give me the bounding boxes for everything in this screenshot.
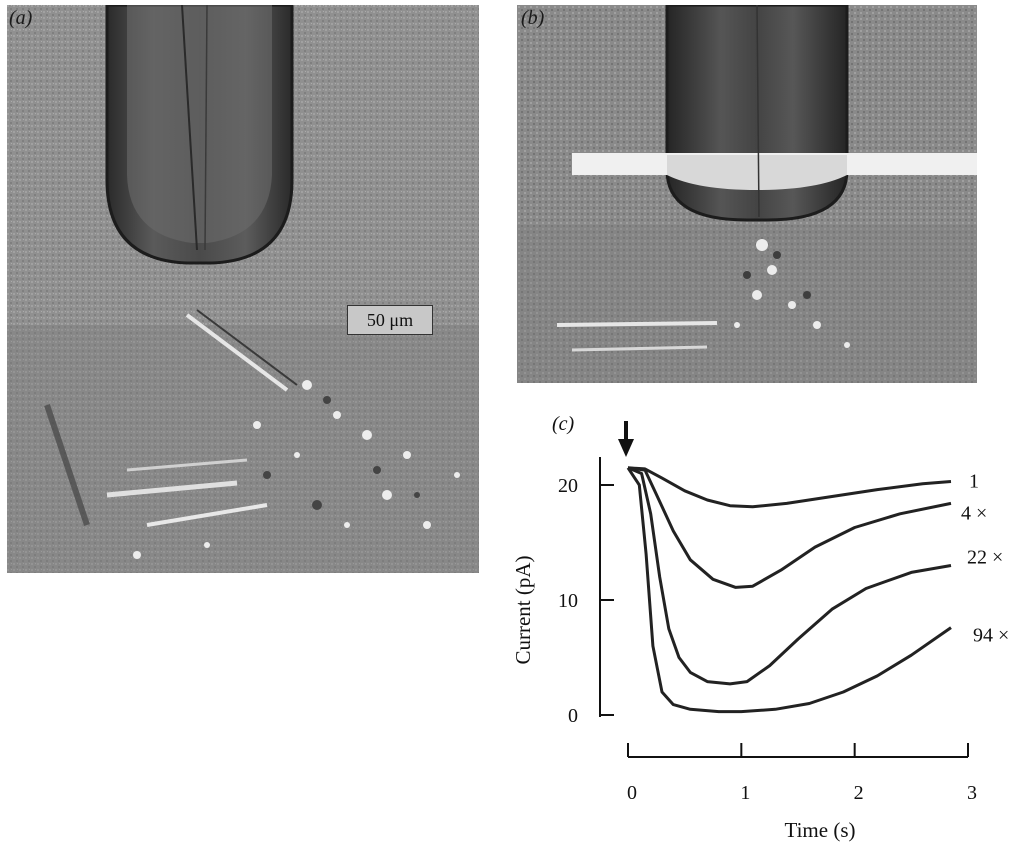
series-label-2: 4 × <box>961 502 987 524</box>
x-tick-label: 0 <box>627 782 637 804</box>
current-time-chart: (c) 0 10 20 0 1 2 3 1 4 × 22 × 94 × Time (s) Curr… <box>511 413 1009 842</box>
chart-axes: 0 10 20 0 1 2 3 <box>558 421 977 804</box>
panel-a-label: (a) <box>9 7 33 29</box>
y-tick-label: 0 <box>568 705 578 727</box>
panel-c-label: (c) <box>552 413 575 435</box>
scale-bar-label: 50 μm <box>347 305 433 335</box>
panel-b-label: (b) <box>521 7 545 29</box>
x-tick-label: 2 <box>854 782 864 804</box>
micrograph-panel-a: (a) 50 μm <box>7 5 479 573</box>
micrograph-a-image <box>7 5 479 573</box>
series-label-1: 1 <box>969 471 979 493</box>
stimulus-arrow-head <box>618 439 634 457</box>
micrograph-panel-b: (b) <box>517 5 977 383</box>
series-label-3: 22 × <box>967 547 1003 569</box>
x-tick-label: 1 <box>740 782 750 804</box>
y-axis-label: Current (pA) <box>511 555 535 664</box>
x-axis-label: Time (s) <box>785 818 856 842</box>
y-tick-label: 10 <box>558 590 578 612</box>
x-tick-label: 3 <box>967 782 977 804</box>
chart-series <box>626 466 952 714</box>
series-label-4: 94 × <box>973 625 1009 647</box>
series-line-2 <box>627 466 952 589</box>
series-line-3 <box>627 466 952 686</box>
y-tick-label: 20 <box>558 475 578 497</box>
series-labels: 1 4 × 22 × 94 × <box>961 471 1009 647</box>
series-line-4 <box>626 466 952 714</box>
micrograph-b-image <box>517 5 977 383</box>
series-line-1 <box>627 466 952 509</box>
